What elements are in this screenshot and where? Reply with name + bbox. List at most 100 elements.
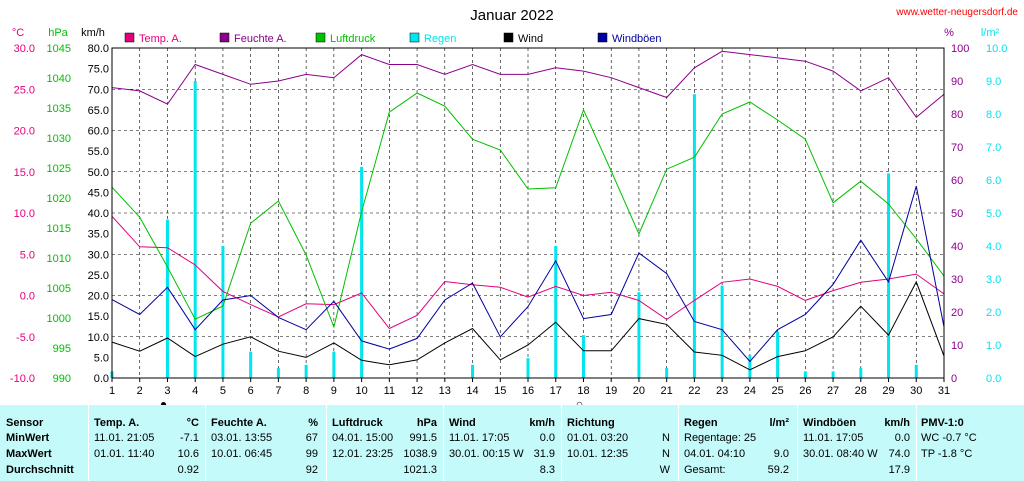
x-tick-label: 27 <box>827 385 839 397</box>
y-axis-ticks: 30.0 25.0 20.0 15.0 10.0 5.0 0.0 -5.0 -10.0 1045 1… <box>10 43 1008 385</box>
y-tick-label-humidity: 80 <box>951 109 963 121</box>
axis-unit-rain: l/m² <box>981 27 1000 39</box>
stats-row-label: MaxWert <box>6 448 52 460</box>
y-tick-label-wind: 20.0 <box>88 291 109 303</box>
x-tick-label: 5 <box>220 385 226 397</box>
x-tick-label: 31 <box>938 385 950 397</box>
x-tick-label: 1 <box>109 385 115 397</box>
x-tick-label: 6 <box>248 385 254 397</box>
moon-phase-icon: ○ <box>576 397 583 405</box>
x-tick-label: 26 <box>799 385 811 397</box>
y-tick-label-rain: 9.0 <box>986 76 1001 88</box>
y-tick-label-wind: 40.0 <box>88 208 109 220</box>
x-tick-label: 9 <box>331 385 337 397</box>
x-tick-label: 8 <box>303 385 309 397</box>
x-tick-label: 22 <box>688 385 700 397</box>
stats-humidity-avg-value: 92 <box>305 464 318 476</box>
y-tick-label-wind: 45.0 <box>88 187 109 199</box>
legend-label: Regen <box>424 33 456 45</box>
stats-direction-header: Richtung <box>567 417 615 429</box>
rain-bar <box>748 354 752 378</box>
y-tick-label-pressure: 1020 <box>47 193 71 205</box>
rain-bar <box>887 173 891 378</box>
stats-gusts-max-value: 74.0 <box>888 448 910 460</box>
rain-bar <box>720 285 724 378</box>
x-tick-label: 30 <box>910 385 922 397</box>
rain-bar <box>304 364 308 378</box>
moon-markers: ● ○ <box>160 397 583 405</box>
stats-temp-column: Temp. A. °C 11.01. 21:05 -7.1 01.01. 11:… <box>88 405 205 481</box>
series-line-luftdruck <box>111 92 945 329</box>
stats-rain-max-value: 9.0 <box>773 448 789 460</box>
stats-wind-header: Wind <box>449 417 476 429</box>
stats-pressure-min-time: 04.01. 15:00 <box>332 432 394 444</box>
stats-pressure-min-value: 991.5 <box>409 432 437 444</box>
x-tick-label: 25 <box>771 385 783 397</box>
y-tick-label-humidity: 70 <box>951 142 963 154</box>
y-tick-label-wind: 75.0 <box>88 64 109 76</box>
stats-humidity-min-value: 67 <box>305 432 318 444</box>
y-tick-label-temp: 15.0 <box>14 167 35 179</box>
y-tick-label-wind: 25.0 <box>88 270 109 282</box>
stats-pmv-dewpoint: TP -1.8 °C <box>921 448 973 460</box>
y-tick-label-wind: 55.0 <box>88 146 109 158</box>
stats-direction-avg-value: W <box>659 464 670 476</box>
stats-direction-max-time: 10.01. 12:35 <box>567 448 629 460</box>
stats-pressure-max-value: 1038.9 <box>403 448 437 460</box>
legend-label: Luftdruck <box>330 33 376 45</box>
stats-wind-min-value: 0.0 <box>539 432 555 444</box>
rain-bar <box>665 368 669 378</box>
stats-humidity-column: Feuchte A. % 03.01. 13:55 67 10.01. 06:4… <box>205 405 326 481</box>
stats-temp-header: Temp. A. <box>94 417 140 429</box>
stats-humidity-max-value: 99 <box>305 448 318 460</box>
y-tick-label-rain: 2.0 <box>986 307 1001 319</box>
series-line-feuchte-a <box>111 50 945 119</box>
rain-bar <box>776 331 780 378</box>
legend: Temp. A. Feuchte A. Luftdruck Regen Wind Wind… <box>124 32 662 45</box>
x-axis-ticks: 1 2 3 4 5 6 7 8 9 10 11 12 13 14 15 16 17 18 19 20 21 22 23 24 2… <box>109 378 950 397</box>
stats-wind-unit: km/h <box>529 417 555 429</box>
x-tick-label: 3 <box>164 385 170 397</box>
stats-pmv-windchill: WC -0.7 °C <box>921 432 977 444</box>
y-tick-label-temp: 0.0 <box>20 291 35 303</box>
x-tick-label: 20 <box>633 385 645 397</box>
rain-bar <box>249 351 253 378</box>
y-tick-label-wind: 15.0 <box>88 311 109 323</box>
y-tick-label-temp: 20.0 <box>14 126 35 138</box>
stats-gusts-header: Windböen <box>803 417 857 429</box>
legend-label: Wind <box>518 33 543 45</box>
x-tick-label: 18 <box>577 385 589 397</box>
y-tick-label-pressure: 1000 <box>47 313 71 325</box>
y-tick-label-rain: 8.0 <box>986 109 1001 121</box>
stats-direction-min-time: 01.01. 03:20 <box>567 432 629 444</box>
y-tick-label-rain: 1.0 <box>986 340 1001 352</box>
rain-bars <box>110 81 918 378</box>
stats-pressure-column: Luftdruck hPa 04.01. 15:00 991.5 12.01. … <box>326 405 443 481</box>
stats-sensor-header: Sensor <box>6 417 44 429</box>
legend-swatch <box>597 32 608 43</box>
y-tick-label-wind: 5.0 <box>94 352 109 364</box>
y-tick-label-rain: 0.0 <box>986 373 1001 385</box>
x-tick-label: 16 <box>522 385 534 397</box>
stats-gusts-max-time: 30.01. 08:40 W <box>803 448 878 460</box>
x-tick-label: 17 <box>550 385 562 397</box>
stats-gusts-avg-value: 17.9 <box>888 464 910 476</box>
series-lines <box>111 50 945 371</box>
y-tick-label-humidity: 50 <box>951 208 963 220</box>
stats-rain-unit: l/m² <box>769 417 789 429</box>
y-tick-label-pressure: 1045 <box>47 43 71 55</box>
stats-gusts-min-time: 11.01. 17:05 <box>803 432 864 444</box>
weather-chart: Januar 2022 www.wetter-neugersdorf.de Te… <box>10 7 1019 405</box>
series-line-windb-en <box>111 186 945 363</box>
stats-humidity-unit: % <box>308 417 318 429</box>
stats-humidity-max-time: 10.01. 06:45 <box>211 448 273 460</box>
y-tick-label-humidity: 100 <box>951 43 969 55</box>
rain-bar <box>526 358 530 378</box>
stats-row-label: MinWert <box>6 432 50 444</box>
legend-swatch <box>124 32 135 43</box>
statistics-table: Sensor MinWert MaxWert Durchschnitt Temp… <box>0 405 1024 481</box>
stats-humidity-min-time: 03.01. 13:55 <box>211 432 273 444</box>
y-tick-label-humidity: 10 <box>951 340 963 352</box>
site-url[interactable]: www.wetter-neugersdorf.de <box>895 7 1018 18</box>
